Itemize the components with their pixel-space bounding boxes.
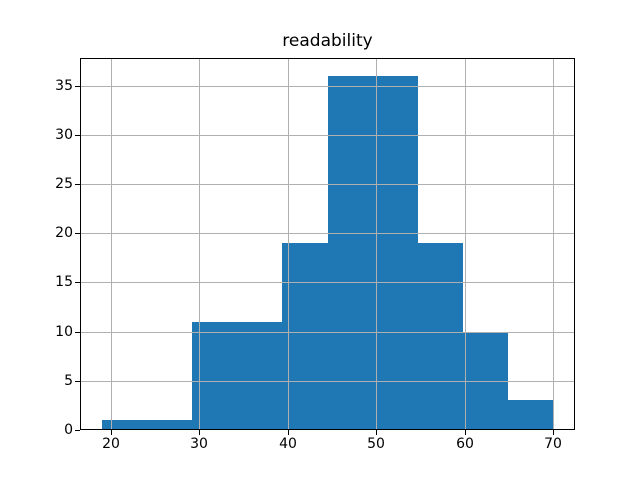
x-tick-label: 40 bbox=[279, 436, 297, 452]
y-gridline bbox=[80, 332, 575, 333]
y-gridline bbox=[80, 135, 575, 136]
y-tick-label: 10 bbox=[55, 324, 73, 340]
x-tick-mark bbox=[553, 430, 554, 435]
histogram-bar bbox=[102, 420, 148, 430]
histogram-bar bbox=[418, 243, 463, 430]
y-tick-label: 20 bbox=[55, 225, 73, 241]
x-tick-label: 70 bbox=[544, 436, 562, 452]
x-gridline bbox=[288, 58, 289, 430]
y-tick-mark bbox=[75, 282, 80, 283]
y-tick-label: 0 bbox=[64, 422, 73, 438]
x-gridline bbox=[553, 58, 554, 430]
x-gridline bbox=[465, 58, 466, 430]
x-tick-label: 30 bbox=[190, 436, 208, 452]
y-tick-mark bbox=[75, 135, 80, 136]
x-gridline bbox=[199, 58, 200, 430]
histogram-bar bbox=[148, 420, 192, 430]
x-gridline bbox=[111, 58, 112, 430]
x-gridline bbox=[376, 58, 377, 430]
y-tick-mark bbox=[75, 233, 80, 234]
y-tick-label: 15 bbox=[55, 274, 73, 290]
axes-border bbox=[80, 58, 575, 430]
histogram-bar bbox=[282, 243, 328, 430]
y-gridline bbox=[80, 86, 575, 87]
y-tick-label: 5 bbox=[64, 373, 73, 389]
histogram-bar bbox=[238, 322, 282, 430]
y-tick-mark bbox=[75, 430, 80, 431]
y-gridline bbox=[80, 282, 575, 283]
x-tick-mark bbox=[111, 430, 112, 435]
y-gridline bbox=[80, 233, 575, 234]
x-tick-mark bbox=[376, 430, 377, 435]
x-tick-mark bbox=[199, 430, 200, 435]
chart-title: readability bbox=[282, 31, 373, 51]
plot-area bbox=[80, 58, 575, 430]
y-tick-mark bbox=[75, 86, 80, 87]
x-tick-label: 20 bbox=[102, 436, 120, 452]
x-tick-label: 60 bbox=[456, 436, 474, 452]
x-tick-mark bbox=[465, 430, 466, 435]
y-gridline bbox=[80, 184, 575, 185]
y-tick-mark bbox=[75, 381, 80, 382]
y-tick-label: 25 bbox=[55, 176, 73, 192]
y-tick-label: 30 bbox=[55, 127, 73, 143]
y-tick-mark bbox=[75, 332, 80, 333]
histogram-bar bbox=[508, 400, 553, 430]
x-tick-label: 50 bbox=[367, 436, 385, 452]
x-tick-mark bbox=[288, 430, 289, 435]
y-tick-label: 35 bbox=[55, 78, 73, 94]
y-tick-mark bbox=[75, 184, 80, 185]
y-gridline bbox=[80, 381, 575, 382]
